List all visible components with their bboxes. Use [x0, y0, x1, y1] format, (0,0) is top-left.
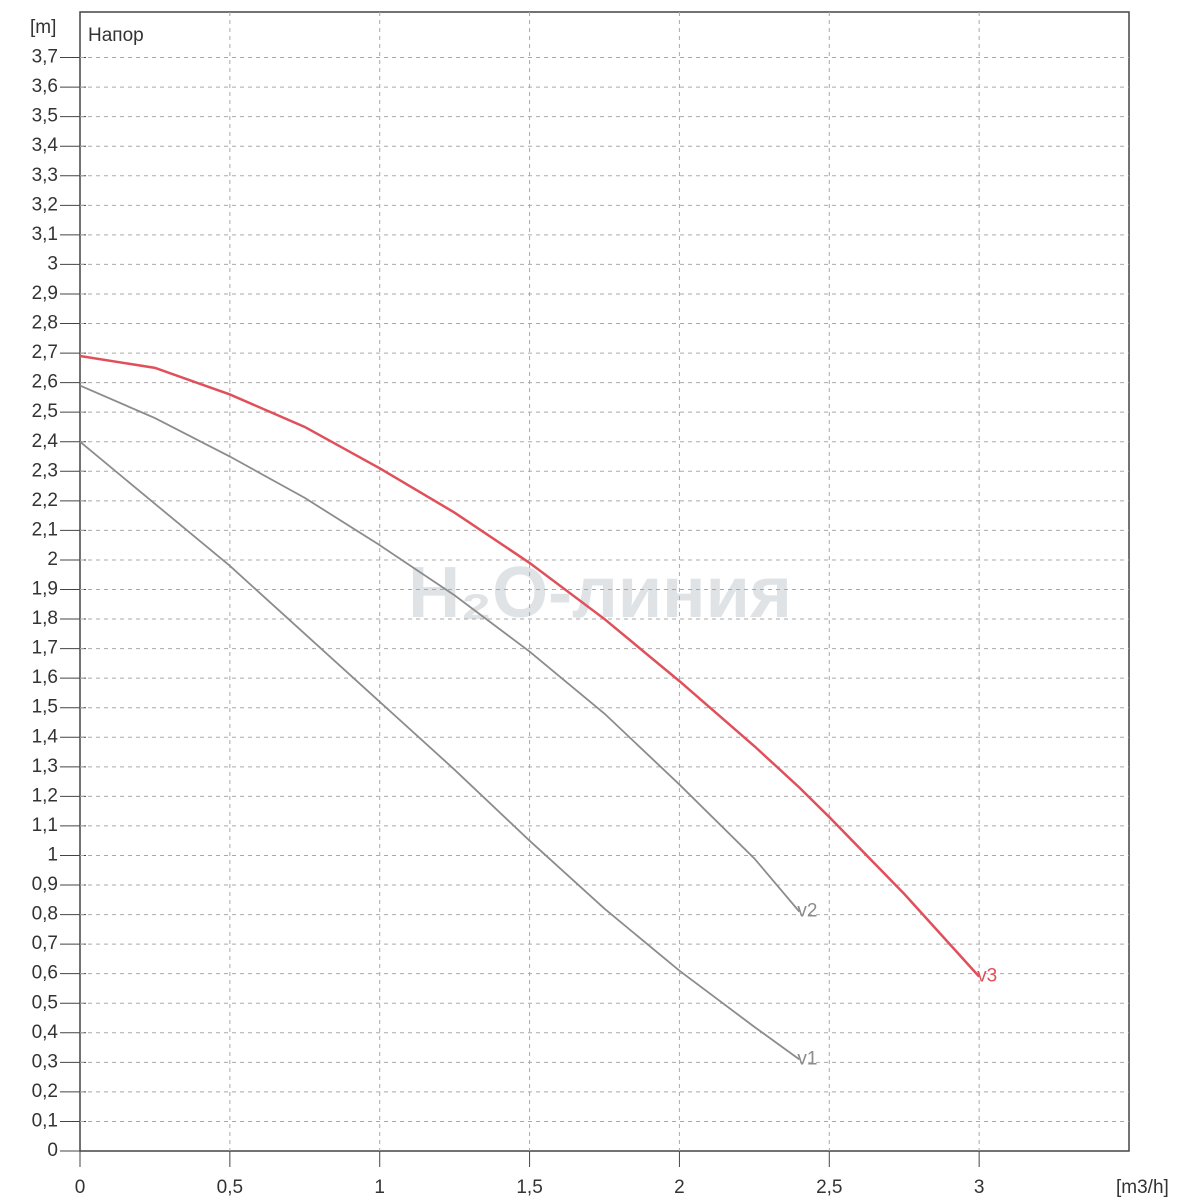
- x-unit: [m3/h]: [1116, 1177, 1169, 1198]
- y-tick-label: 3,4: [32, 135, 59, 156]
- series-line: [79, 384, 801, 913]
- y-tick-label: 1,5: [32, 697, 58, 718]
- y-tick-label: 2,6: [32, 372, 58, 393]
- y-axis-title: Напор: [88, 25, 144, 46]
- y-tick-label: 0,3: [32, 1051, 58, 1072]
- series-line: [79, 441, 800, 1061]
- y-tick-label: 2,2: [32, 490, 58, 511]
- y-tick-label: 0,9: [32, 874, 58, 895]
- y-tick-label: 0,7: [32, 933, 58, 954]
- y-tick-label: 1,7: [32, 638, 58, 659]
- series-label: v3: [977, 966, 997, 987]
- y-tick-label: 1,9: [32, 579, 58, 600]
- x-tick-label: 1,5: [516, 1177, 542, 1198]
- x-tick-label: 0: [75, 1177, 86, 1198]
- x-tick-label: 3: [974, 1177, 985, 1198]
- y-tick-label: 3,2: [32, 194, 58, 215]
- y-tick-label: 0,5: [32, 992, 58, 1013]
- x-tick-label: 2: [674, 1177, 685, 1198]
- y-tick-label: 2,8: [32, 313, 58, 334]
- x-tick-label: 0,5: [217, 1177, 243, 1198]
- y-tick-label: 2,3: [32, 460, 58, 481]
- y-tick-label: 1,3: [32, 756, 58, 777]
- y-tick-label: 0,8: [32, 904, 58, 925]
- y-tick-label: 1,4: [32, 726, 59, 747]
- y-tick-label: 3,1: [32, 224, 58, 245]
- y-tick-label: 1,8: [32, 608, 58, 629]
- y-tick-label: 2,4: [32, 431, 59, 452]
- y-tick-label: 2,9: [32, 283, 58, 304]
- y-tick-label: 1: [47, 844, 58, 865]
- y-tick-label: 3,3: [32, 165, 58, 186]
- y-tick-label: 3,6: [32, 76, 58, 97]
- x-tick-label: 1: [374, 1177, 385, 1198]
- y-tick-label: 0,6: [32, 963, 58, 984]
- y-tick-label: 2,5: [32, 401, 58, 422]
- y-tick-label: 0,2: [32, 1081, 58, 1102]
- watermark: H₂O-линия: [408, 553, 792, 633]
- y-tick-label: 2,1: [32, 519, 58, 540]
- y-unit: [m]: [30, 17, 56, 38]
- y-tick-label: 3,5: [32, 106, 58, 127]
- y-tick-label: 0,1: [32, 1110, 58, 1131]
- series-label: v1: [797, 1048, 817, 1069]
- y-tick-label: 3,7: [32, 47, 58, 68]
- x-tick-label: 2,5: [816, 1177, 842, 1198]
- y-tick-label: 0: [47, 1140, 58, 1161]
- y-tick-label: 1,2: [32, 785, 58, 806]
- y-tick-label: 0,4: [32, 1022, 59, 1043]
- series-label: v2: [797, 901, 817, 922]
- plot-frame: [79, 11, 1130, 1152]
- series-line: [79, 354, 981, 978]
- y-tick-label: 1,6: [32, 667, 58, 688]
- y-tick-label: 1,1: [32, 815, 58, 836]
- y-tick-label: 2,7: [32, 342, 58, 363]
- y-tick-label: 3: [47, 253, 58, 274]
- y-tick-label: 2: [47, 549, 58, 570]
